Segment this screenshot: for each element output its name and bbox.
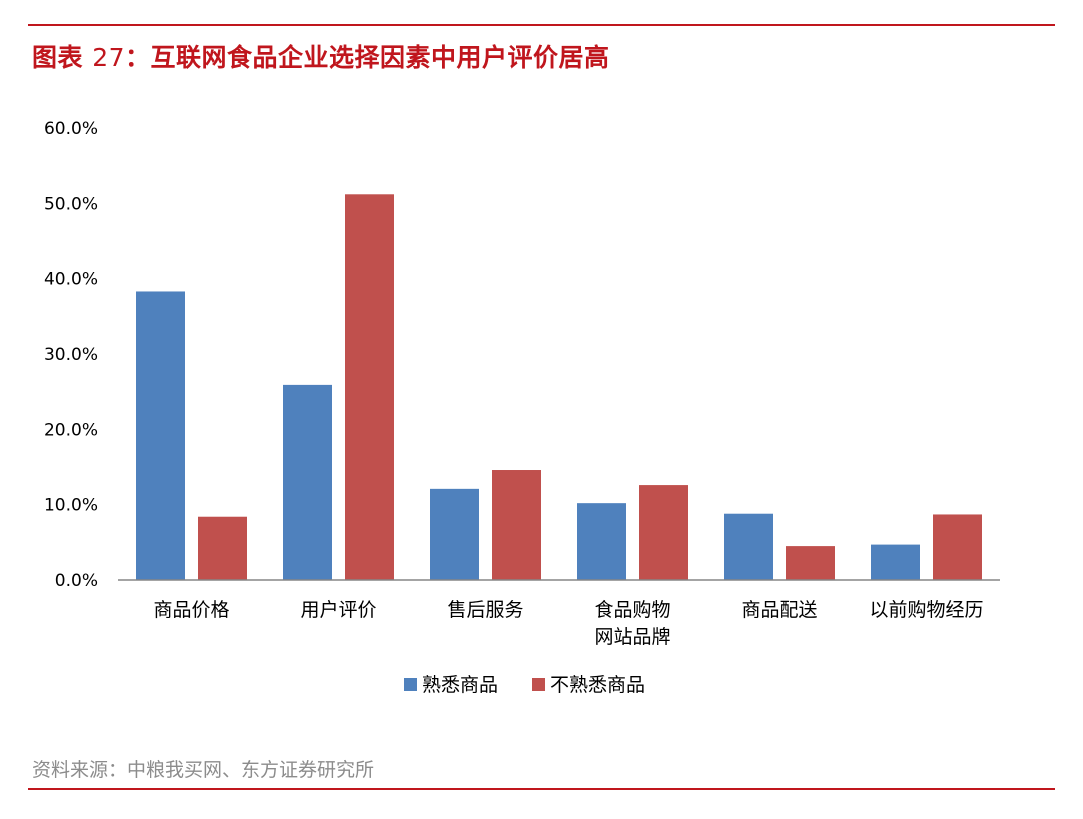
y-tick-label: 10.0%	[44, 496, 98, 516]
legend-label: 不熟悉商品	[550, 674, 645, 696]
page-title: 图表 27：互联网食品企业选择因素中用户评价居高	[32, 38, 610, 74]
bar-unfamiliar-2	[492, 470, 541, 580]
legend: 熟悉商品 不熟悉商品	[404, 674, 645, 696]
x-tick-label: 商品价格	[153, 599, 229, 621]
bars-group	[136, 194, 982, 580]
x-tick-label: 用户评价	[300, 599, 376, 621]
title-number: 27	[92, 43, 126, 72]
bar-familiar-1	[283, 384, 332, 580]
y-tick-label: 30.0%	[44, 345, 98, 365]
y-tick-label: 60.0%	[44, 119, 98, 139]
legend-swatch	[404, 678, 417, 691]
title-prefix: 图表	[32, 43, 93, 72]
legend-swatch	[532, 678, 545, 691]
bar-familiar-4	[724, 513, 773, 580]
x-tick-label: 食品购物	[594, 599, 670, 621]
x-tick-label: 售后服务	[447, 599, 523, 621]
top-rule	[28, 24, 1055, 26]
bar-unfamiliar-5	[933, 514, 982, 580]
bar-unfamiliar-4	[786, 546, 835, 580]
bar-familiar-2	[430, 488, 479, 580]
y-tick-label: 0.0%	[55, 571, 98, 591]
y-tick-label: 40.0%	[44, 270, 98, 290]
x-tick-label: 商品配送	[741, 599, 817, 621]
source-note: 资料来源：中粮我买网、东方证券研究所	[32, 759, 375, 781]
bottom-rule	[28, 788, 1055, 790]
legend-label: 熟悉商品	[422, 674, 498, 696]
bar-familiar-5	[871, 544, 920, 580]
bar-familiar-0	[136, 291, 185, 580]
bar-unfamiliar-1	[345, 194, 394, 580]
y-axis: 0.0% 10.0% 20.0% 30.0% 40.0% 50.0% 60.0%	[44, 119, 98, 591]
bar-unfamiliar-0	[198, 516, 247, 580]
y-tick-label: 20.0%	[44, 420, 98, 440]
bar-familiar-3	[577, 503, 626, 580]
y-tick-label: 50.0%	[44, 194, 98, 214]
bar-unfamiliar-3	[639, 485, 688, 580]
x-tick-label: 以前购物经历	[869, 599, 983, 621]
title-text: ：互联网食品企业选择因素中用户评价居高	[125, 43, 610, 72]
x-tick-label: 网站品牌	[594, 626, 670, 648]
